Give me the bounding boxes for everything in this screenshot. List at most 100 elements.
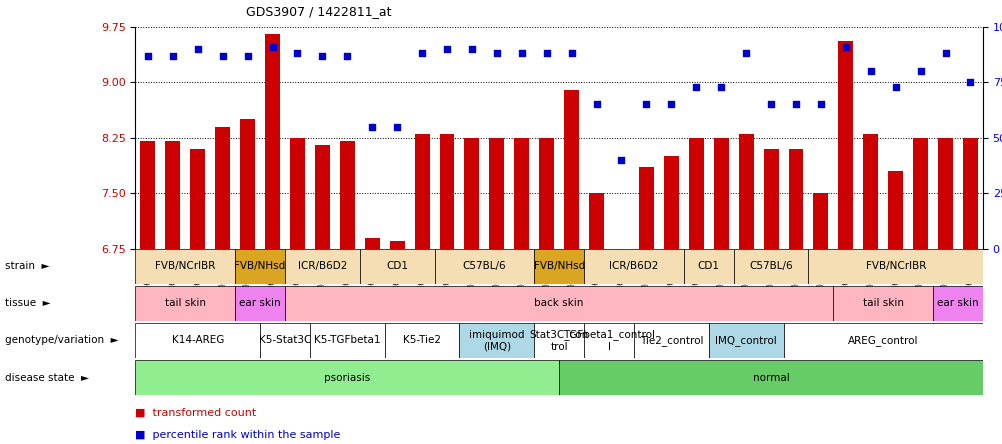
Bar [713, 138, 727, 249]
Point [339, 52, 355, 59]
Bar [290, 138, 305, 249]
Bar [563, 90, 578, 249]
Point [837, 43, 853, 50]
Text: K5-Stat3C: K5-Stat3C [259, 335, 311, 345]
Bar [663, 156, 678, 249]
Bar [165, 141, 180, 249]
Bar [708, 323, 783, 358]
Point [189, 45, 205, 52]
Point [265, 43, 281, 50]
Bar [360, 249, 434, 284]
Point [239, 52, 256, 59]
Text: AREG_control: AREG_control [847, 335, 918, 346]
Point [763, 101, 779, 108]
Text: FVB/NCrIBR: FVB/NCrIBR [155, 261, 215, 271]
Bar [385, 323, 459, 358]
Point [488, 50, 504, 57]
Text: genotype/variation  ►: genotype/variation ► [5, 335, 118, 345]
Bar [365, 238, 380, 249]
Bar [788, 149, 803, 249]
Bar [688, 138, 703, 249]
Point [314, 52, 330, 59]
Point [962, 79, 978, 86]
Bar [260, 323, 310, 358]
Bar [559, 360, 982, 395]
Bar [489, 138, 504, 249]
Bar [439, 134, 454, 249]
Point [687, 83, 703, 90]
Bar [140, 141, 155, 249]
Bar [583, 249, 683, 284]
Bar [389, 241, 404, 249]
Bar [464, 138, 479, 249]
Text: C57BL/6: C57BL/6 [462, 261, 506, 271]
Text: C57BL/6: C57BL/6 [748, 261, 792, 271]
Text: strain  ►: strain ► [5, 261, 49, 271]
Text: tissue  ►: tissue ► [5, 298, 50, 309]
Text: tail skin: tail skin [862, 298, 903, 309]
Text: ear skin: ear skin [239, 298, 281, 309]
Bar [534, 249, 583, 284]
Text: GDS3907 / 1422811_at: GDS3907 / 1422811_at [245, 5, 391, 18]
Bar [633, 323, 708, 358]
Bar [539, 138, 554, 249]
Text: tail skin: tail skin [164, 298, 205, 309]
Text: ICR/B6D2: ICR/B6D2 [608, 261, 658, 271]
Bar [937, 138, 952, 249]
Text: disease state  ►: disease state ► [5, 373, 89, 383]
Point [389, 123, 405, 130]
Text: ear skin: ear skin [936, 298, 978, 309]
Point [364, 123, 380, 130]
Text: FVB/NHsd: FVB/NHsd [533, 261, 584, 271]
Bar [763, 149, 778, 249]
Bar [732, 249, 808, 284]
Bar [962, 138, 977, 249]
Text: K14-AREG: K14-AREG [171, 335, 223, 345]
Text: psoriasis: psoriasis [324, 373, 370, 383]
Bar [414, 134, 429, 249]
Point [513, 50, 529, 57]
Point [637, 101, 653, 108]
Text: ■  transformed count: ■ transformed count [135, 408, 257, 418]
Point [588, 101, 604, 108]
Point [563, 50, 579, 57]
Point [214, 52, 230, 59]
Point [290, 50, 306, 57]
Bar [234, 249, 285, 284]
Bar [808, 249, 982, 284]
Bar [215, 127, 229, 249]
Point [937, 50, 953, 57]
Bar [310, 323, 385, 358]
Text: K5-TGFbeta1: K5-TGFbeta1 [314, 335, 380, 345]
Point [538, 50, 554, 57]
Bar [459, 323, 534, 358]
Point [613, 156, 629, 163]
Point [737, 50, 754, 57]
Bar [888, 171, 902, 249]
Bar [285, 249, 360, 284]
Bar [863, 134, 878, 249]
Bar [265, 34, 280, 249]
Point [662, 101, 678, 108]
Bar [813, 193, 828, 249]
Bar [135, 360, 559, 395]
Text: Tie2_control: Tie2_control [639, 335, 702, 346]
Bar [340, 141, 355, 249]
Bar [285, 286, 833, 321]
Bar [932, 286, 982, 321]
Text: CD1: CD1 [697, 261, 719, 271]
Bar [638, 167, 653, 249]
Bar [239, 119, 255, 249]
Point [887, 83, 903, 90]
Text: FVB/NHsd: FVB/NHsd [234, 261, 286, 271]
Bar [234, 286, 285, 321]
Text: normal: normal [752, 373, 789, 383]
Bar [135, 249, 234, 284]
Text: Stat3C_con
trol: Stat3C_con trol [529, 329, 588, 352]
Point [164, 52, 180, 59]
Point [788, 101, 804, 108]
Bar [737, 134, 753, 249]
Text: back skin: back skin [534, 298, 583, 309]
Point [139, 52, 155, 59]
Bar [613, 249, 628, 256]
